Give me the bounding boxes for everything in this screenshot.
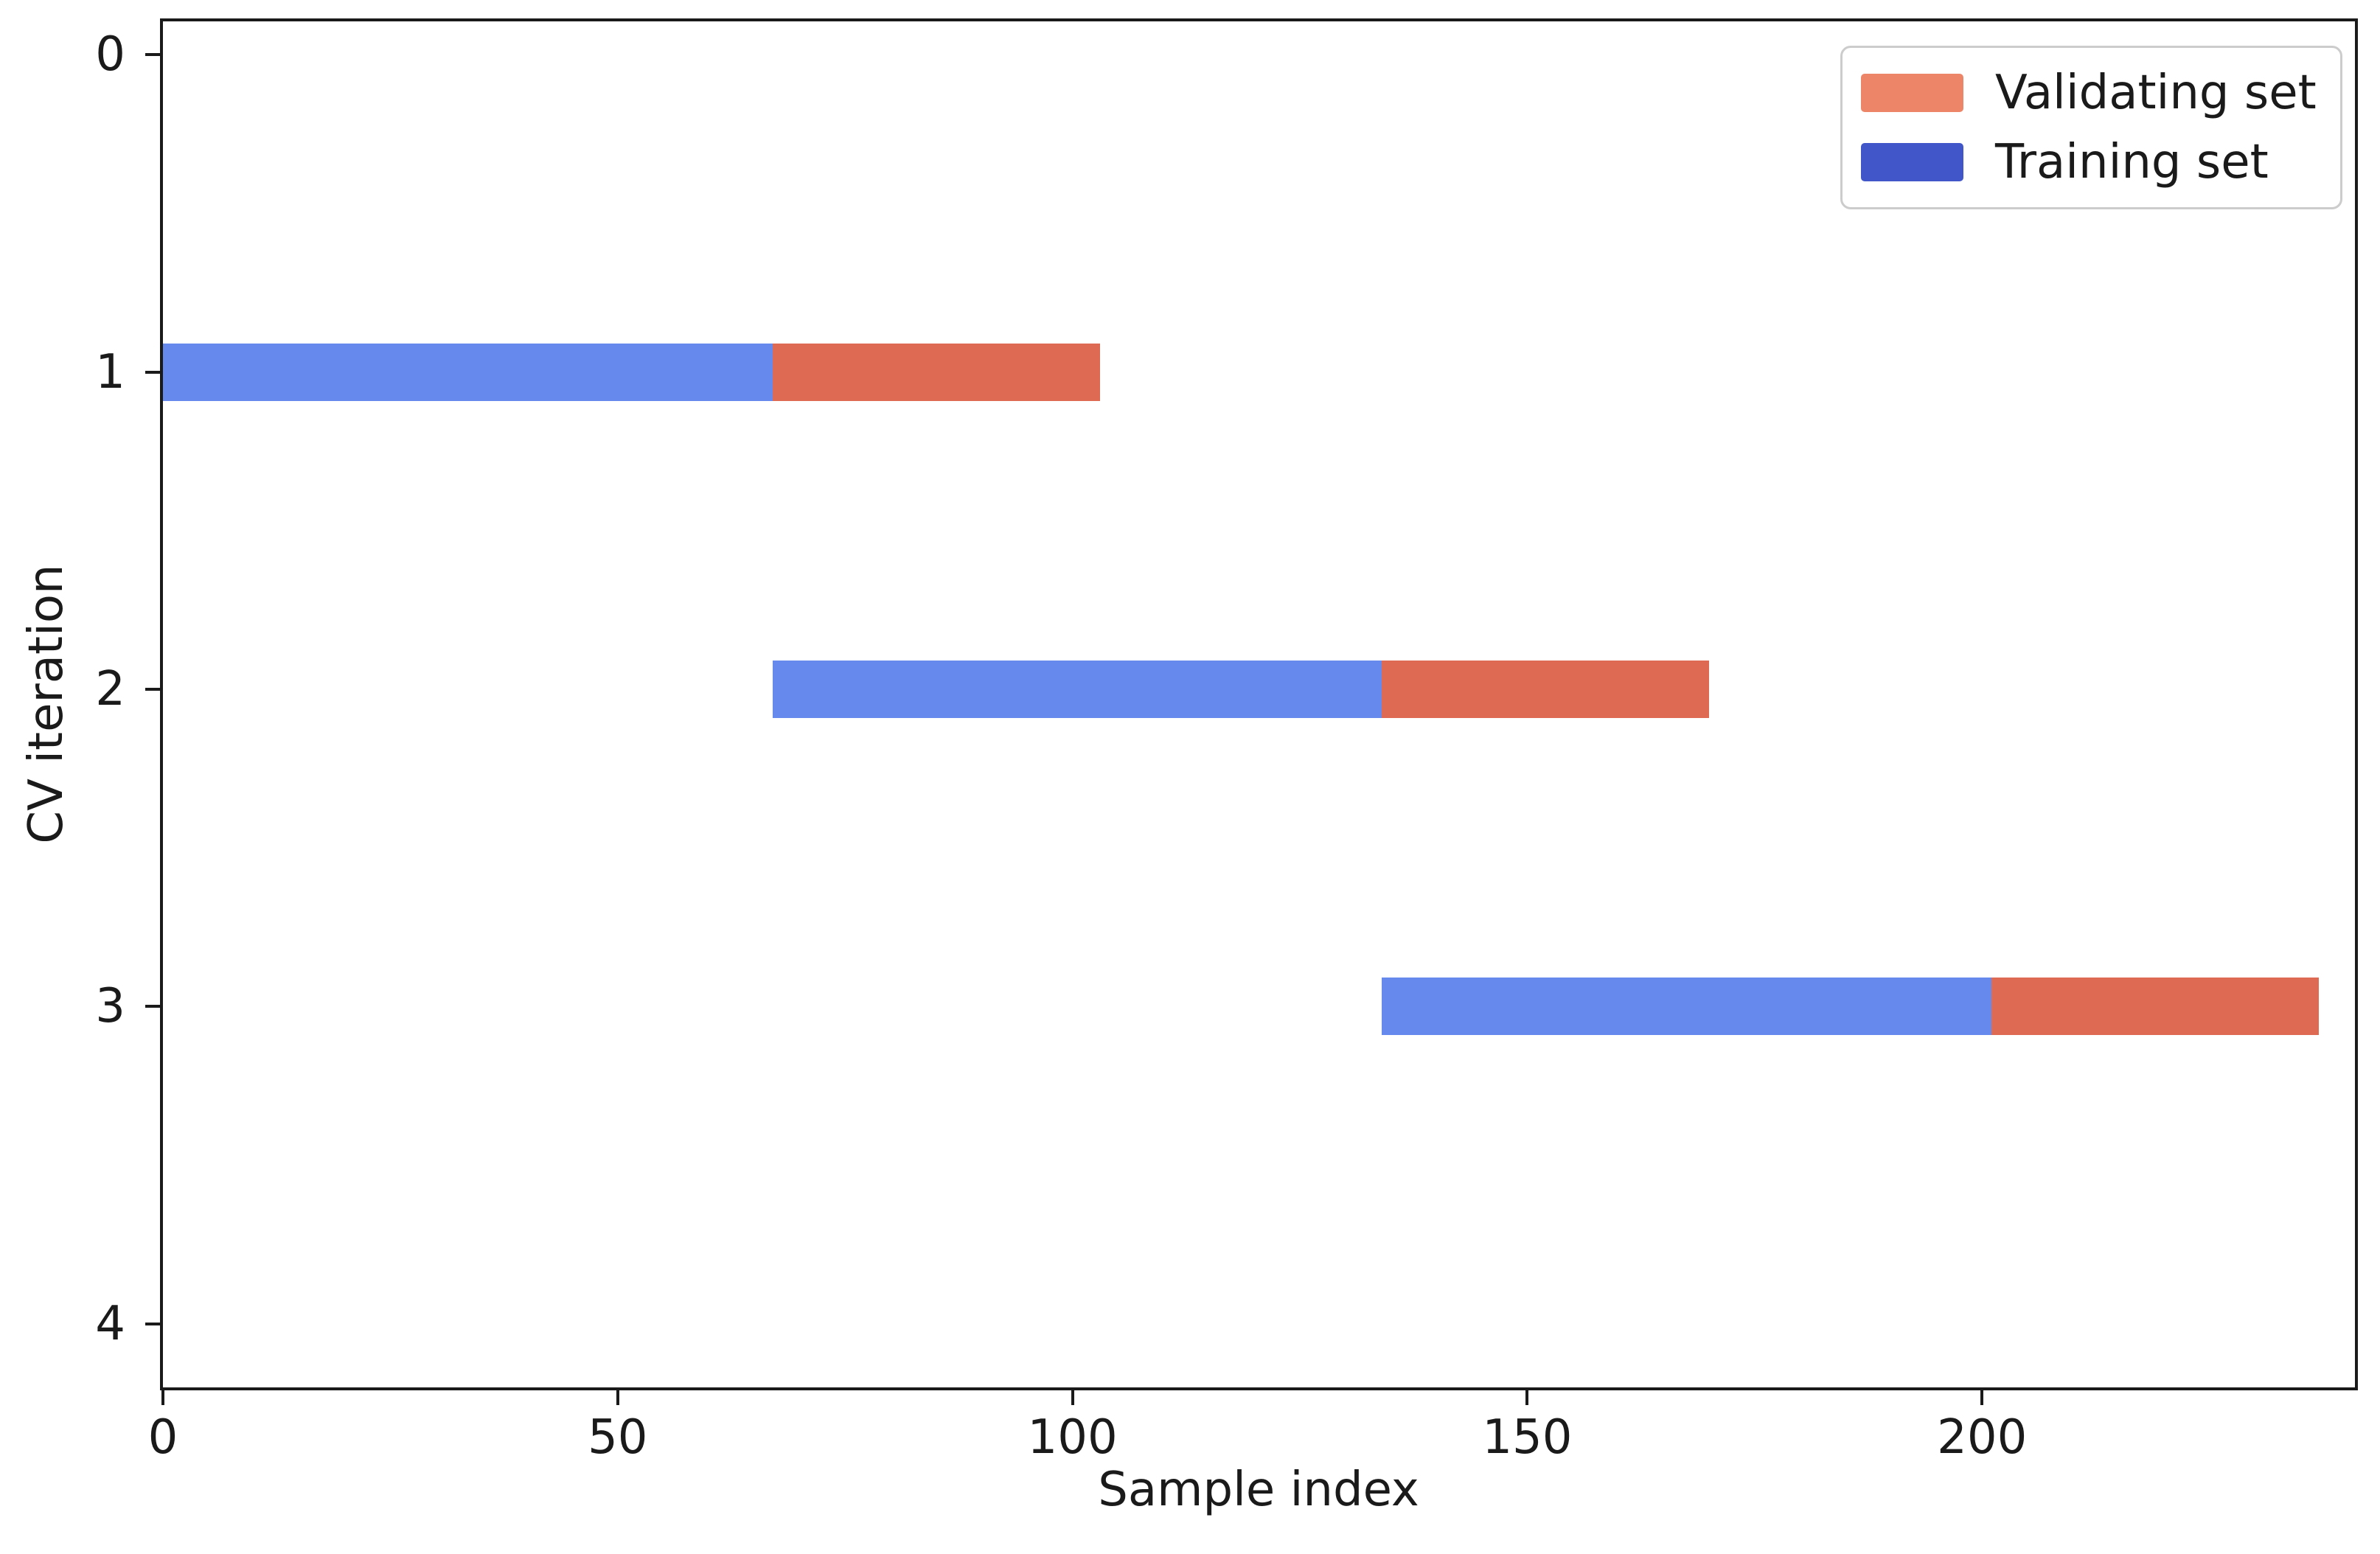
x-tick-label: 150 — [1482, 1410, 1573, 1465]
training-set-swatch — [1861, 143, 1963, 181]
legend-item-label: Training set — [1995, 135, 2269, 189]
x-tick-mark — [1071, 1390, 1074, 1405]
x-tick-mark — [161, 1390, 164, 1405]
plot-area: Validating set Training set — [160, 18, 2358, 1390]
y-tick-mark — [145, 370, 160, 374]
x-tick-label: 100 — [1027, 1410, 1118, 1465]
training-bar-segment — [163, 343, 773, 401]
y-tick-mark — [145, 688, 160, 691]
x-tick-label: 0 — [147, 1410, 178, 1465]
y-tick-mark — [145, 1322, 160, 1325]
validating-bar-segment — [772, 343, 1100, 401]
y-tick-label: 3 — [95, 979, 125, 1034]
y-tick-mark — [145, 53, 160, 57]
training-bar-segment — [1382, 978, 1991, 1036]
x-tick-label: 200 — [1937, 1410, 2028, 1465]
validating-bar-segment — [1991, 978, 2319, 1036]
y-tick-label: 1 — [95, 344, 125, 400]
y-tick-label: 2 — [95, 662, 125, 717]
validating-set-swatch — [1861, 74, 1963, 112]
legend-item: Validating set — [1861, 66, 2340, 120]
y-tick-label: 0 — [95, 27, 125, 83]
y-tick-mark — [145, 1005, 160, 1008]
legend-item-label: Validating set — [1995, 66, 2317, 120]
x-tick-mark — [1980, 1390, 1984, 1405]
training-bar-segment — [772, 661, 1382, 719]
y-axis-label: CV iteration — [19, 564, 74, 844]
x-tick-mark — [1525, 1390, 1529, 1405]
x-tick-label: 50 — [588, 1410, 648, 1465]
x-axis-label: Sample index — [1098, 1463, 1419, 1517]
legend: Validating set Training set — [1840, 46, 2342, 209]
legend-item: Training set — [1861, 135, 2340, 189]
y-tick-label: 4 — [95, 1296, 125, 1351]
validating-bar-segment — [1382, 661, 1710, 719]
x-tick-mark — [616, 1390, 619, 1405]
